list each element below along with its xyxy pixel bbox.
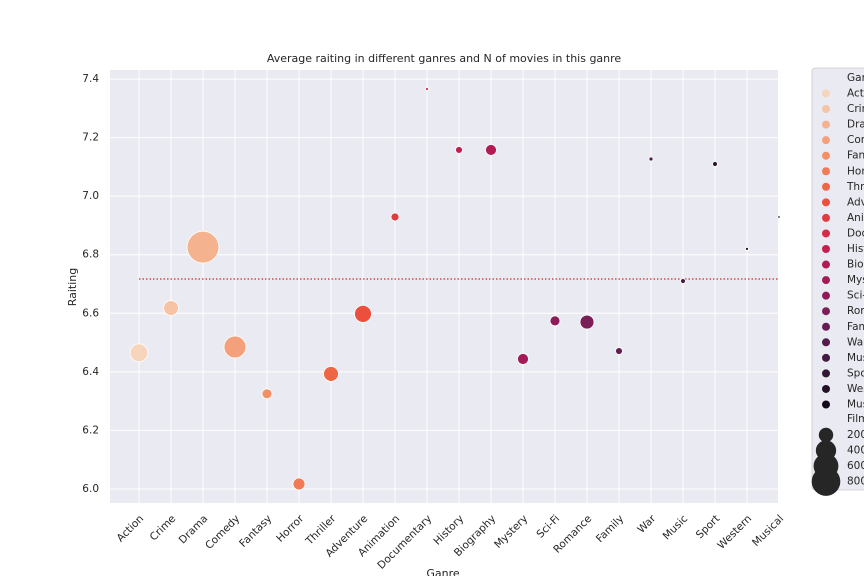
point — [223, 335, 247, 359]
point — [292, 477, 306, 491]
x-tick-label: Comedy — [203, 513, 242, 552]
x-tick-label: Sci-Fi — [534, 513, 562, 541]
point — [579, 314, 595, 330]
legend-marker — [822, 322, 830, 331]
legend-marker — [822, 182, 830, 191]
point — [163, 300, 179, 316]
point — [680, 278, 686, 284]
point — [425, 87, 429, 91]
x-tick-label: Action — [115, 513, 147, 545]
x-tick-label: Sport — [694, 513, 722, 541]
y-tick-label: 7.4 — [82, 73, 99, 85]
legend-marker — [822, 260, 830, 269]
legend-marker — [822, 245, 830, 253]
legend-label: Adventure — [847, 196, 864, 208]
legend-marker — [822, 105, 830, 114]
x-tick-label: Mystery — [492, 513, 530, 551]
legend-marker — [822, 353, 830, 362]
point — [129, 343, 149, 363]
legend-label: Music — [847, 352, 864, 364]
legend-label: Thriller — [846, 181, 864, 193]
size-legend-label: 200 — [847, 429, 864, 441]
legend-label: Documentary — [847, 227, 864, 239]
legend-marker — [822, 198, 830, 207]
y-tick-label: 7.0 — [82, 190, 99, 202]
x-tick-label: Music — [661, 513, 691, 543]
legend-marker — [822, 213, 830, 222]
plot-area — [110, 70, 778, 503]
legend-label: Mystery — [847, 274, 864, 286]
legend-marker — [822, 307, 830, 316]
legend-marker — [822, 400, 830, 409]
legend-marker — [822, 369, 830, 378]
legend-label: Action — [847, 88, 864, 100]
legend-label: Crime — [847, 103, 864, 115]
legend-marker — [822, 167, 830, 176]
x-tick-label: Family — [594, 513, 626, 545]
chart-title: Average raiting in different ganres and … — [267, 52, 622, 65]
point — [323, 366, 339, 382]
legend-label: Family — [847, 321, 864, 333]
legend-marker — [822, 229, 830, 238]
legend-marker — [822, 384, 830, 393]
legend-marker — [822, 89, 830, 98]
x-tick-label: Crime — [148, 513, 179, 544]
size-legend-title: Films — [847, 413, 864, 425]
size-legend-label: 800 — [847, 476, 864, 488]
y-tick-label: 6.2 — [82, 424, 99, 436]
size-legend-label: 400 — [847, 445, 864, 457]
point — [648, 156, 654, 162]
point — [517, 353, 529, 365]
legend-marker — [822, 291, 830, 300]
legend-label: Comedy — [847, 134, 864, 146]
legend-label: Musical — [847, 399, 864, 411]
legend-label: History — [847, 243, 864, 255]
legend-marker — [822, 120, 830, 129]
legend-label: Sport — [847, 367, 864, 379]
x-tick-label: War — [635, 512, 658, 535]
y-tick-label: 6.8 — [82, 249, 99, 261]
legend-label: Horror — [847, 165, 864, 177]
legend-label: Fantasy — [847, 150, 864, 162]
point — [615, 347, 623, 355]
point — [485, 144, 497, 156]
x-tick-label: Horror — [274, 512, 307, 545]
point — [745, 246, 749, 251]
legend-marker — [822, 151, 830, 160]
x-tick-label: Western — [715, 513, 754, 552]
point — [712, 161, 718, 167]
legend-marker — [822, 276, 830, 285]
point — [186, 230, 220, 264]
point — [261, 388, 273, 400]
legend-label: Sci-Fi — [847, 290, 864, 302]
legend-label: Animation — [847, 212, 864, 224]
legend-title: Ganre — [847, 72, 864, 84]
legend-label: Western — [847, 383, 864, 395]
size-legend-marker — [818, 427, 834, 443]
point — [390, 212, 400, 222]
legend-label: Biography — [847, 259, 864, 271]
point — [549, 315, 561, 327]
point — [455, 146, 463, 154]
x-tick-label: Fantasy — [237, 513, 274, 550]
legend-label: War — [847, 336, 864, 348]
y-tick-label: 7.2 — [82, 132, 99, 144]
y-tick-label: 6.6 — [82, 307, 99, 319]
y-axis-label: Raiting — [66, 268, 79, 307]
x-tick-label: Musical — [750, 513, 786, 549]
legend-label: Romance — [847, 305, 864, 317]
point — [354, 304, 372, 323]
size-legend-label: 600 — [847, 460, 864, 472]
x-axis-label: Ganre — [426, 567, 460, 576]
legend-label: Drama — [847, 119, 864, 131]
point — [777, 215, 781, 219]
legend-marker — [822, 136, 830, 145]
legend-marker — [822, 338, 830, 347]
size-legend-marker — [811, 467, 841, 496]
y-tick-label: 6.0 — [82, 483, 99, 495]
y-tick-label: 6.4 — [82, 366, 99, 378]
